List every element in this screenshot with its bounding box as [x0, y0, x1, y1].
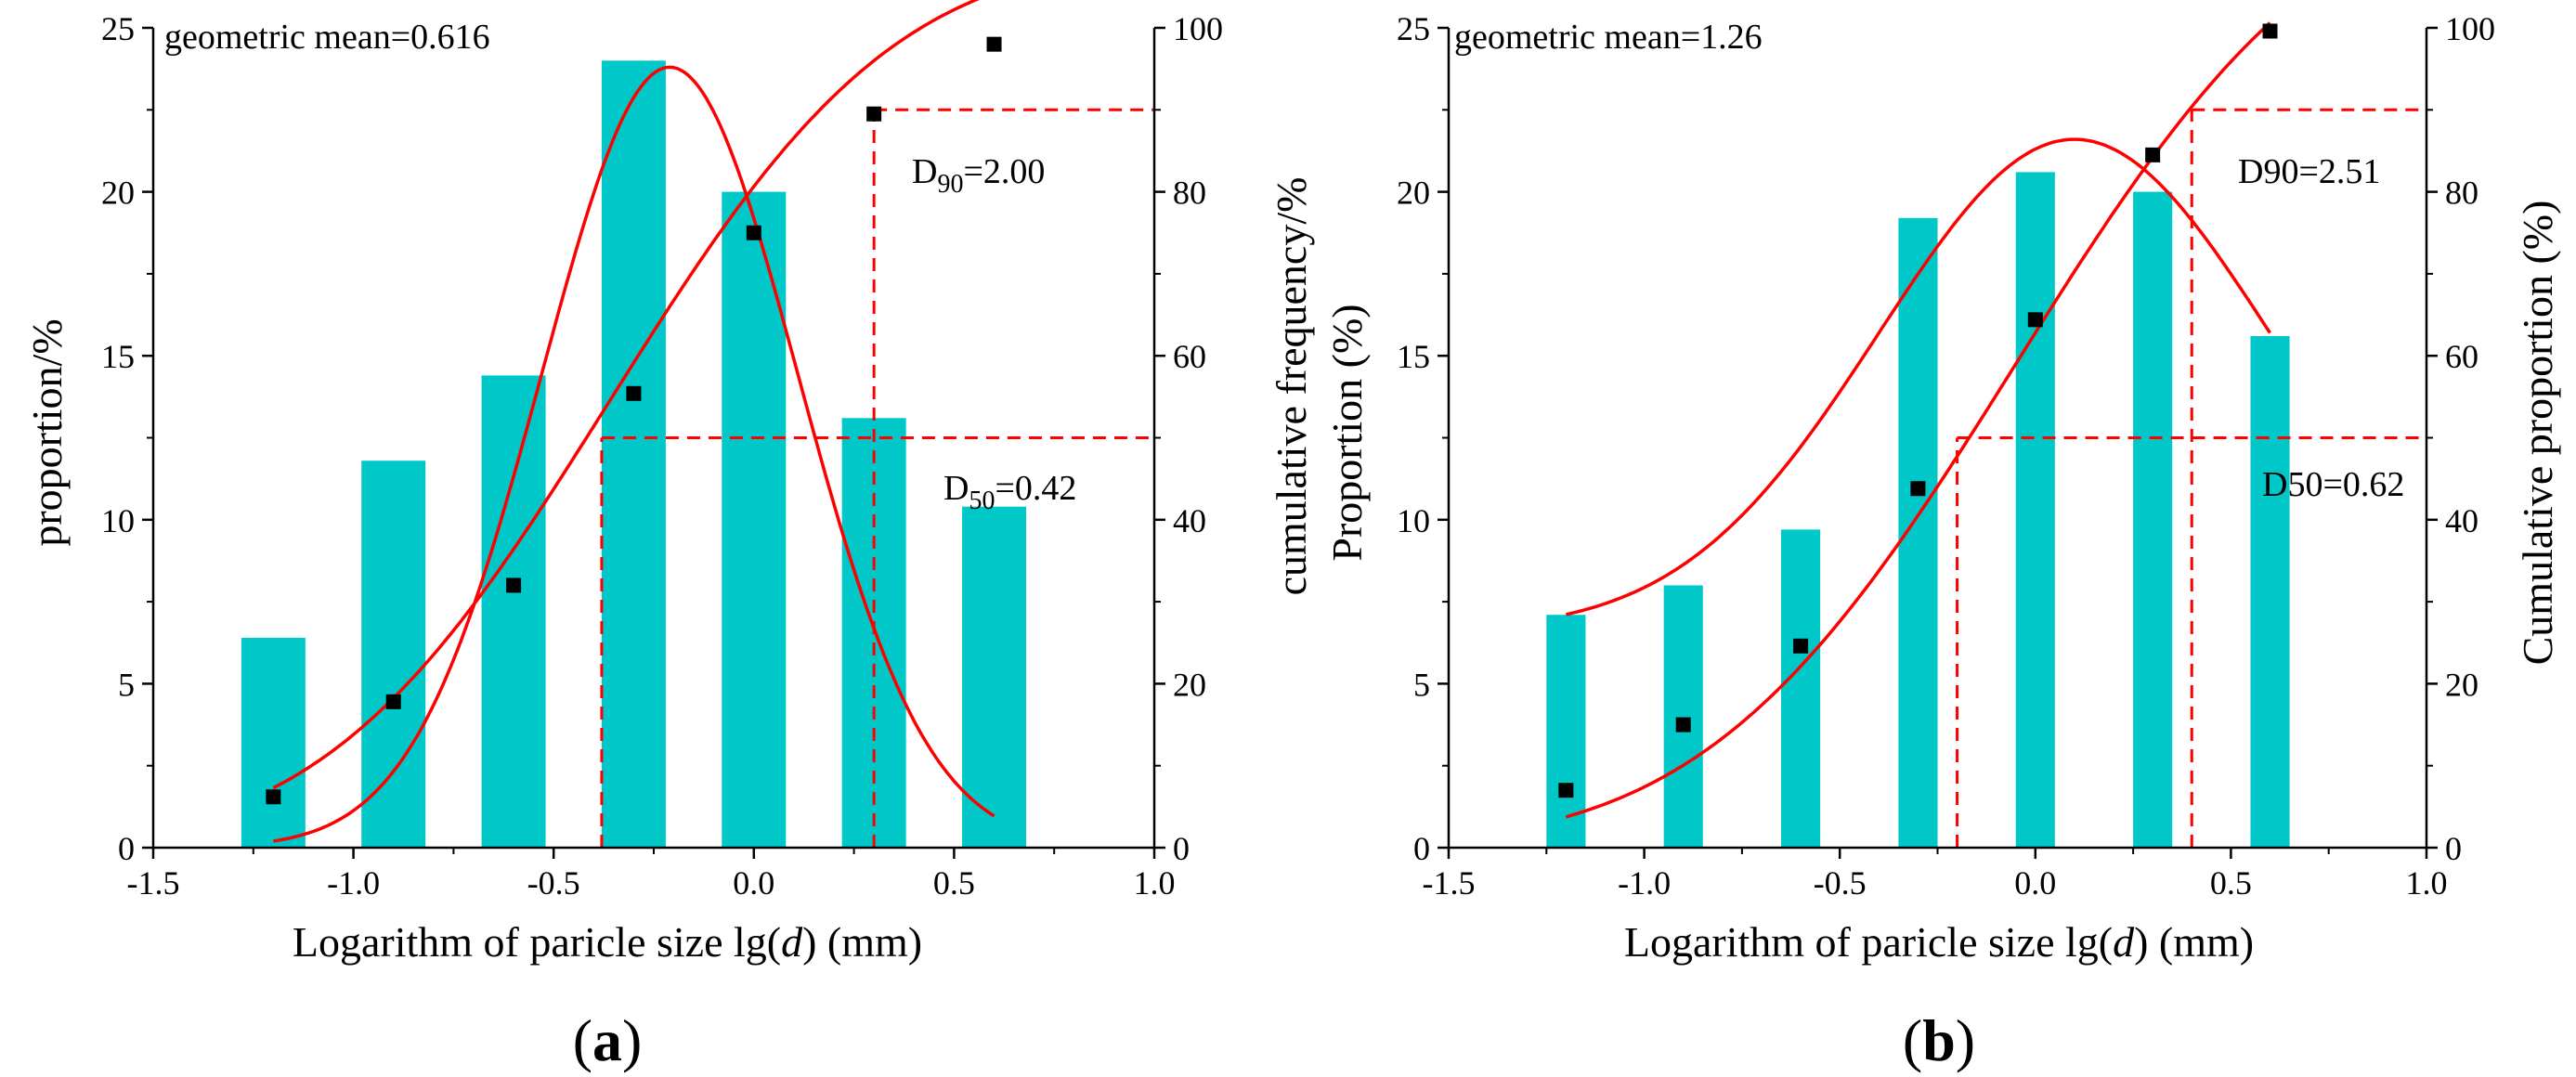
x-tick-label-b-0: -1.5	[1423, 864, 1476, 902]
y-tick-label-b-3: 15	[1397, 338, 1430, 375]
d50-label-b: D50=0.62	[2262, 465, 2404, 504]
x-axis-label-a: Logarithm of paricle size lg(d) (mm)	[293, 918, 922, 966]
cumulative-point-b-5	[2145, 147, 2161, 162]
y2-tick-label-a-0: 0	[1173, 830, 1190, 867]
d50-label-a: D50=0.42	[943, 469, 1076, 515]
x-tick-label-a-1: -1.0	[327, 864, 380, 902]
bar-b-2	[1781, 529, 1821, 848]
cumulative-point-a-4	[746, 225, 761, 240]
cumulative-point-b-1	[1675, 717, 1691, 733]
cumulative-point-a-0	[266, 789, 281, 805]
tick-labels-a: -1.5 -1.0 -0.5 0.0 0.5 1.00510152025020406080…	[101, 10, 1223, 902]
chart-panel-b: -1.5 -1.0 -0.5 0.0 0.5 1.00510152025020406080…	[1323, 10, 2561, 1073]
d90-label-b: D90=2.51	[2238, 152, 2380, 191]
y-axis-label-b: Proportion (%)	[1323, 304, 1371, 561]
bar-b-0	[1546, 615, 1586, 848]
bar-a-3	[601, 60, 666, 848]
panel-label-b: (b)	[1903, 1007, 1975, 1073]
y2-tick-label-a-5: 100	[1173, 10, 1223, 47]
cumulative-point-a-2	[506, 577, 522, 593]
cumulative-point-b-6	[2262, 23, 2278, 39]
y2-tick-label-b-3: 60	[2445, 338, 2478, 375]
cumulative-point-a-3	[626, 385, 642, 401]
d90-label-a: D90=2.00	[912, 152, 1045, 199]
y2-tick-label-b-0: 0	[2445, 830, 2462, 867]
y-tick-label-a-0: 0	[118, 830, 135, 867]
x-tick-label-a-2: -0.5	[527, 864, 580, 902]
x-tick-label-b-3: 0.0	[2014, 864, 2056, 902]
guide-lines-a	[600, 108, 1154, 848]
guide-lines-b	[1956, 108, 2426, 848]
cumulative-point-a-6	[986, 36, 1002, 52]
cumulative-point-b-3	[1910, 481, 1926, 497]
cumulative-point-b-2	[1793, 638, 1809, 654]
annotation-geometric-mean-b: geometric mean=1.26	[1454, 18, 1763, 57]
y-tick-label-b-2: 10	[1397, 502, 1430, 539]
panel-label-a: (a)	[573, 1007, 643, 1073]
y-tick-label-b-5: 25	[1397, 10, 1430, 47]
cumulative-markers-a	[266, 36, 1002, 805]
annotation-geometric-mean-a: geometric mean=0.616	[164, 18, 490, 57]
y-tick-label-a-2: 10	[101, 502, 135, 539]
bar-a-1	[361, 461, 426, 848]
chart-panel-a: -1.5 -1.0 -0.5 0.0 0.5 1.00510152025020406080…	[23, 0, 1315, 1073]
y2-tick-label-b-4: 80	[2445, 175, 2478, 212]
cumulative-point-a-5	[866, 106, 882, 122]
y-axis-label-a: proportion/%	[23, 318, 71, 546]
tick-labels-b: -1.5 -1.0 -0.5 0.0 0.5 1.00510152025020406080…	[1397, 10, 2495, 902]
y-tick-label-b-0: 0	[1413, 830, 1430, 867]
axes-a	[142, 26, 1165, 859]
axes-b	[1438, 26, 2438, 859]
cumulative-point-b-0	[1558, 783, 1574, 798]
y2-tick-label-a-3: 60	[1173, 338, 1206, 375]
cumulative-point-b-4	[2027, 312, 2043, 328]
bar-a-0	[241, 637, 306, 848]
x-tick-label-a-3: 0.0	[733, 864, 774, 902]
cumulative-point-a-1	[385, 694, 401, 709]
bar-series-b	[1546, 172, 2290, 849]
y2-tick-label-b-1: 20	[2445, 666, 2478, 703]
y2-axis-label-a: cumulative frequency/%	[1268, 177, 1315, 596]
y2-tick-label-a-1: 20	[1173, 666, 1206, 703]
bar-b-6	[2250, 336, 2290, 848]
y-tick-label-a-4: 20	[101, 175, 135, 212]
x-tick-label-b-5: 1.0	[2406, 864, 2448, 902]
bar-b-5	[2133, 191, 2173, 849]
bar-a-4	[722, 191, 787, 849]
x-tick-label-a-0: -1.5	[127, 864, 180, 902]
y2-tick-label-a-4: 80	[1173, 175, 1206, 212]
bar-b-4	[2015, 172, 2055, 848]
cumulative-markers-b	[1558, 23, 2278, 798]
x-tick-label-a-4: 0.5	[933, 864, 975, 902]
bar-b-1	[1663, 585, 1703, 848]
y-tick-label-a-1: 5	[118, 666, 135, 703]
y2-tick-label-b-5: 100	[2445, 10, 2495, 47]
normal-fit-curve-b	[1566, 137, 2271, 616]
x-tick-label-b-1: -1.0	[1618, 864, 1671, 902]
bar-a-6	[962, 506, 1027, 848]
x-tick-label-a-5: 1.0	[1134, 864, 1176, 902]
y-tick-label-b-1: 5	[1413, 666, 1430, 703]
x-tick-label-b-4: 0.5	[2210, 864, 2252, 902]
x-axis-label-b: Logarithm of paricle size lg(d) (mm)	[1624, 918, 2254, 966]
y-tick-label-a-3: 15	[101, 338, 135, 375]
y-tick-label-b-4: 20	[1397, 175, 1430, 212]
x-tick-label-b-2: -0.5	[1814, 864, 1867, 902]
y-tick-label-a-5: 25	[101, 10, 135, 47]
bar-a-2	[481, 375, 546, 848]
y2-axis-label-b: Cumulative proportion (%)	[2514, 201, 2561, 666]
y2-tick-label-a-2: 40	[1173, 502, 1206, 539]
y2-tick-label-b-2: 40	[2445, 502, 2478, 539]
